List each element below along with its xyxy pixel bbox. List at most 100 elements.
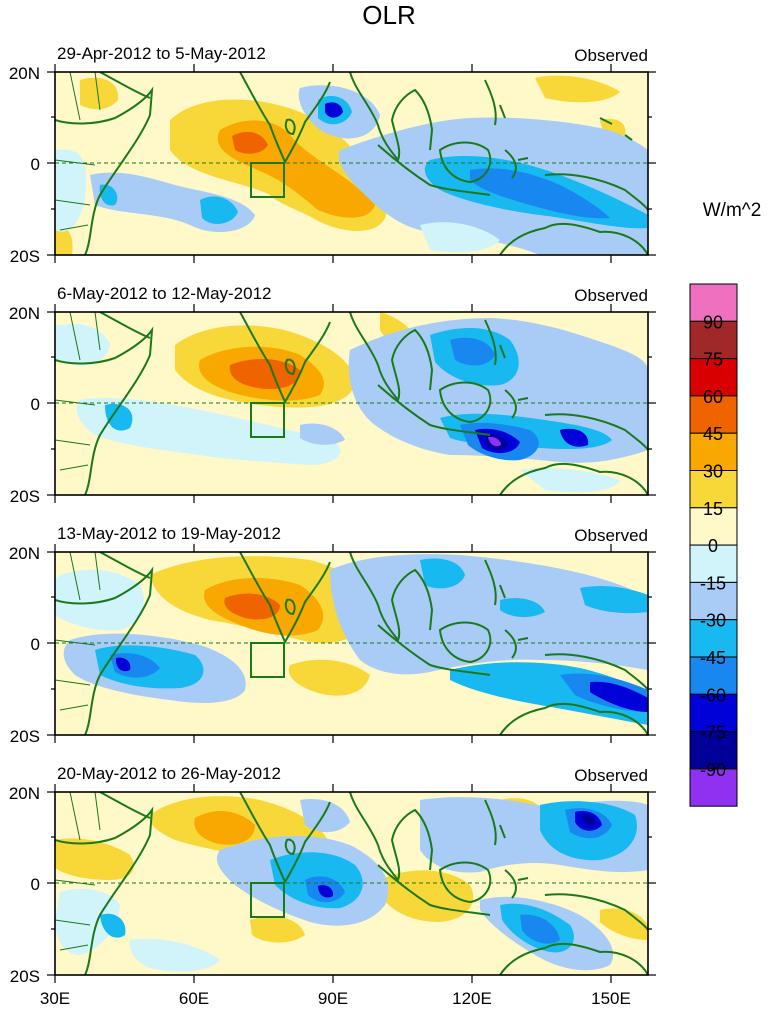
colorbar-tick-label: 60: [703, 387, 723, 407]
africa-coast: [55, 326, 154, 495]
sulawesi: [504, 149, 529, 179]
map-panel-4: 20-May-2012 to 26-May-2012 Observed 20N …: [9, 764, 656, 986]
lat-label-20s: 20S: [10, 727, 40, 746]
africa-borders: [55, 792, 101, 951]
tick-marks: [47, 304, 656, 503]
positive-anomaly-area: [194, 810, 255, 845]
africa-coast: [55, 86, 154, 255]
lat-label-eq: 0: [31, 875, 40, 894]
borneo: [438, 381, 492, 424]
philippines: [484, 79, 506, 126]
sulawesi: [504, 389, 529, 419]
southeast-asia-coast: [349, 312, 434, 402]
lat-label-20n: 20N: [9, 304, 40, 323]
positive-anomaly-area: [288, 659, 370, 696]
positive-anomaly-area: [229, 358, 301, 390]
colorbar-tick-label: -30: [700, 611, 726, 631]
negative-anomaly-area: [580, 585, 648, 614]
negative-anomaly-area: [520, 914, 560, 944]
colorbar-tick-label: -15: [700, 573, 726, 593]
positive-anomaly-area: [55, 227, 73, 255]
negative-anomaly-area: [76, 398, 341, 465]
coastline-layer: [55, 72, 648, 255]
negative-anomaly-area: [500, 598, 545, 618]
negative-anomaly-area: [590, 681, 648, 712]
colorbar-swatch: [689, 731, 738, 770]
tick-marks: [47, 544, 656, 743]
colorbar-swatch: [689, 432, 738, 472]
new-guinea: [544, 173, 648, 211]
sumatra-java: [377, 384, 491, 436]
coastline-layer: [55, 312, 648, 495]
new-guinea: [544, 653, 648, 691]
lat-label-eq: 0: [31, 635, 40, 654]
sumatra-java: [377, 624, 491, 676]
colorbar-units-label: W/m^2: [703, 200, 762, 221]
pacific-islands: [599, 117, 633, 141]
panel-tag-label: Observed: [574, 46, 648, 65]
sumatra-java: [377, 144, 491, 196]
colorbar-swatch: [689, 320, 738, 360]
africa-borders: [55, 312, 101, 471]
arabia-coast: [99, 792, 151, 819]
africa-coast: [55, 566, 154, 735]
colorbar-tick-label: 30: [703, 462, 723, 482]
sri-lanka: [284, 358, 296, 376]
philippines: [484, 799, 506, 846]
negative-anomaly-area: [55, 323, 110, 366]
sri-lanka: [284, 838, 296, 856]
panel-period-label: 13-May-2012 to 19-May-2012: [57, 524, 281, 543]
lat-label-20n: 20N: [9, 544, 40, 563]
lat-label-20s: 20S: [10, 487, 40, 506]
colorbar-swatch: [689, 581, 738, 621]
negative-anomaly-area: [450, 337, 495, 366]
colorbar-swatch: [689, 544, 738, 583]
australia-coast: [499, 222, 648, 255]
panel-tag-label: Observed: [574, 766, 648, 785]
negative-anomaly-area: [582, 814, 596, 826]
arabia-coast: [99, 312, 151, 339]
australia-coast: [499, 942, 648, 975]
positive-anomaly-area: [535, 75, 620, 103]
map-panel-1: 29-Apr-2012 to 5-May-2012 Observed 20N 0…: [9, 44, 656, 266]
arabia-coast: [99, 552, 151, 579]
colorbar-swatch: [689, 656, 738, 695]
colorbar-tick-label: -90: [700, 760, 726, 780]
colorbar-swatch: [689, 507, 738, 546]
lat-label-20n: 20N: [9, 784, 40, 803]
colorbar-tick-label: -75: [700, 723, 726, 743]
negative-anomaly-area: [100, 913, 126, 938]
sri-lanka: [284, 598, 296, 616]
africa-borders: [55, 72, 101, 231]
negative-anomaly-area: [55, 149, 87, 232]
positive-anomaly-area: [600, 908, 648, 940]
colorbar-tick-label: 45: [703, 424, 723, 444]
colorbar-swatch: [689, 693, 738, 733]
colorbar-tick-label: 90: [703, 312, 723, 332]
panel-period-label: 20-May-2012 to 26-May-2012: [57, 764, 281, 783]
negative-anomaly-area: [330, 554, 648, 675]
sri-lanka: [284, 118, 296, 136]
negative-anomaly-area: [470, 168, 610, 219]
negative-anomaly-area: [325, 102, 343, 118]
new-guinea: [544, 413, 648, 451]
panel-tag-label: Observed: [574, 526, 648, 545]
colorbar-tick-label: -45: [700, 648, 726, 668]
negative-anomaly-area: [420, 222, 500, 253]
negative-anomaly-area: [300, 423, 345, 445]
philippines: [484, 559, 506, 606]
lat-label-eq: 0: [31, 155, 40, 174]
panel-tag-label: Observed: [574, 286, 648, 305]
tick-marks: [47, 64, 656, 263]
lon-label-120e: 120E: [452, 989, 492, 1008]
positive-anomaly-area: [55, 838, 134, 880]
map-panel-2: 6-May-2012 to 12-May-2012 Observed 20N 0…: [9, 284, 656, 506]
reference-box: [250, 642, 285, 678]
colorbar-tick-label: -60: [700, 685, 726, 705]
reference-box: [250, 402, 285, 438]
negative-anomaly-area: [560, 428, 589, 447]
panel-period-label: 6-May-2012 to 12-May-2012: [57, 284, 272, 303]
borneo: [438, 621, 492, 664]
negative-anomaly-area: [115, 657, 131, 672]
